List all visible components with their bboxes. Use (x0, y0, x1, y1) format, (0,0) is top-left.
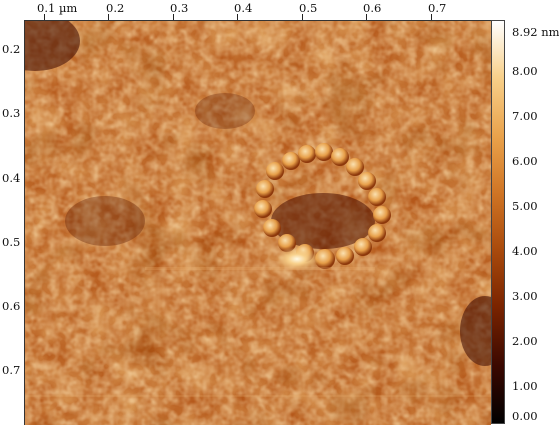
colorbar-max-label: 8.92 nm (512, 25, 559, 39)
y-tick-label: 0.3 (2, 106, 21, 120)
x-tick (108, 14, 109, 20)
y-tick-label: 0.2 (2, 42, 21, 56)
x-axis: 0.1 µm 0.2 0.3 0.4 0.5 0.6 0.7 (0, 0, 559, 20)
x-tick-label: 0.3 (170, 1, 189, 15)
colorbar-tick-label: 6.00 (512, 154, 538, 168)
x-tick-label: 0.2 (106, 1, 125, 15)
height-colorbar (491, 20, 505, 424)
x-tick-label: 0.6 (363, 1, 382, 15)
y-tick-label: 0.7 (2, 363, 21, 377)
y-tick-label: 0.6 (2, 299, 21, 313)
colorbar-tick-label: 8.00 (512, 64, 538, 78)
y-tick-label: 0.5 (2, 235, 21, 249)
x-tick (366, 14, 367, 20)
colorbar-tick-label: 0.00 (512, 409, 538, 423)
x-tick (173, 14, 174, 20)
x-tick (431, 14, 432, 20)
x-tick (302, 14, 303, 20)
x-tick-label: 0.5 (299, 1, 318, 15)
x-tick-label: 0.7 (428, 1, 447, 15)
y-tick-label: 0.4 (2, 171, 21, 185)
colorbar-tick-label: 4.00 (512, 244, 538, 258)
x-tick-label: 0.1 µm (37, 1, 78, 15)
colorbar-tick-label: 3.00 (512, 289, 538, 303)
x-tick (237, 14, 238, 20)
y-axis: 0.2 0.3 0.4 0.5 0.6 0.7 (0, 20, 24, 428)
colorbar-tick-label: 5.00 (512, 199, 538, 213)
x-tick (44, 14, 45, 20)
colorbar-tick-label: 1.00 (512, 379, 538, 393)
afm-height-map-image (24, 20, 491, 425)
x-tick-label: 0.4 (234, 1, 253, 15)
colorbar-tick-label: 7.00 (512, 109, 538, 123)
colorbar-tick-label: 2.00 (512, 334, 538, 348)
